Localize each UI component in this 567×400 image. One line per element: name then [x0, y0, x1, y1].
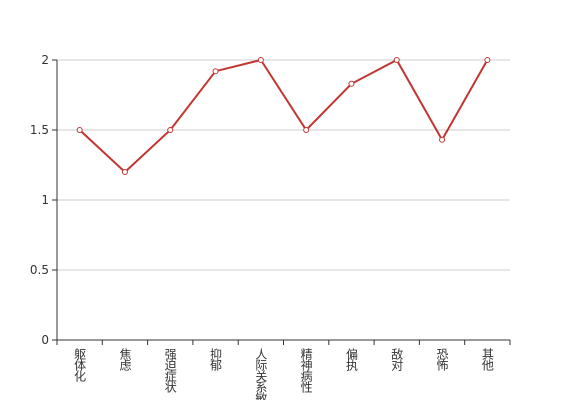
y-tick-label: 0 [41, 333, 49, 347]
point [121, 169, 128, 175]
y-tick-label: 1.5 [30, 123, 49, 137]
x-tick-label: 抑郁 [209, 347, 223, 372]
point [348, 80, 355, 87]
x-tick-label: 敌对 [390, 347, 404, 371]
point [439, 136, 446, 143]
point [484, 57, 491, 63]
y-tick-label: 0.5 [30, 263, 49, 277]
point [212, 68, 219, 75]
x-tick-label: 焦虑 [118, 348, 132, 371]
x-tick-label: 强迫症状 [163, 348, 177, 393]
y-tick-label: 2 [41, 53, 49, 67]
line [78, 58, 489, 174]
x-tick-label: 人际关系敏感 [254, 348, 268, 400]
point [76, 127, 83, 133]
x-tick-label: 恐怖 [435, 348, 449, 371]
x-tick-label: 偏执 [344, 347, 358, 372]
y-tick-label: 1 [41, 193, 49, 207]
point [257, 57, 264, 63]
point [303, 127, 310, 133]
point [393, 57, 400, 63]
x-tick-label: 躯体化 [73, 347, 87, 383]
x-tick-label: 精神病性 [299, 348, 313, 394]
point [167, 127, 174, 133]
x-tick-label: 其他 [480, 348, 494, 371]
